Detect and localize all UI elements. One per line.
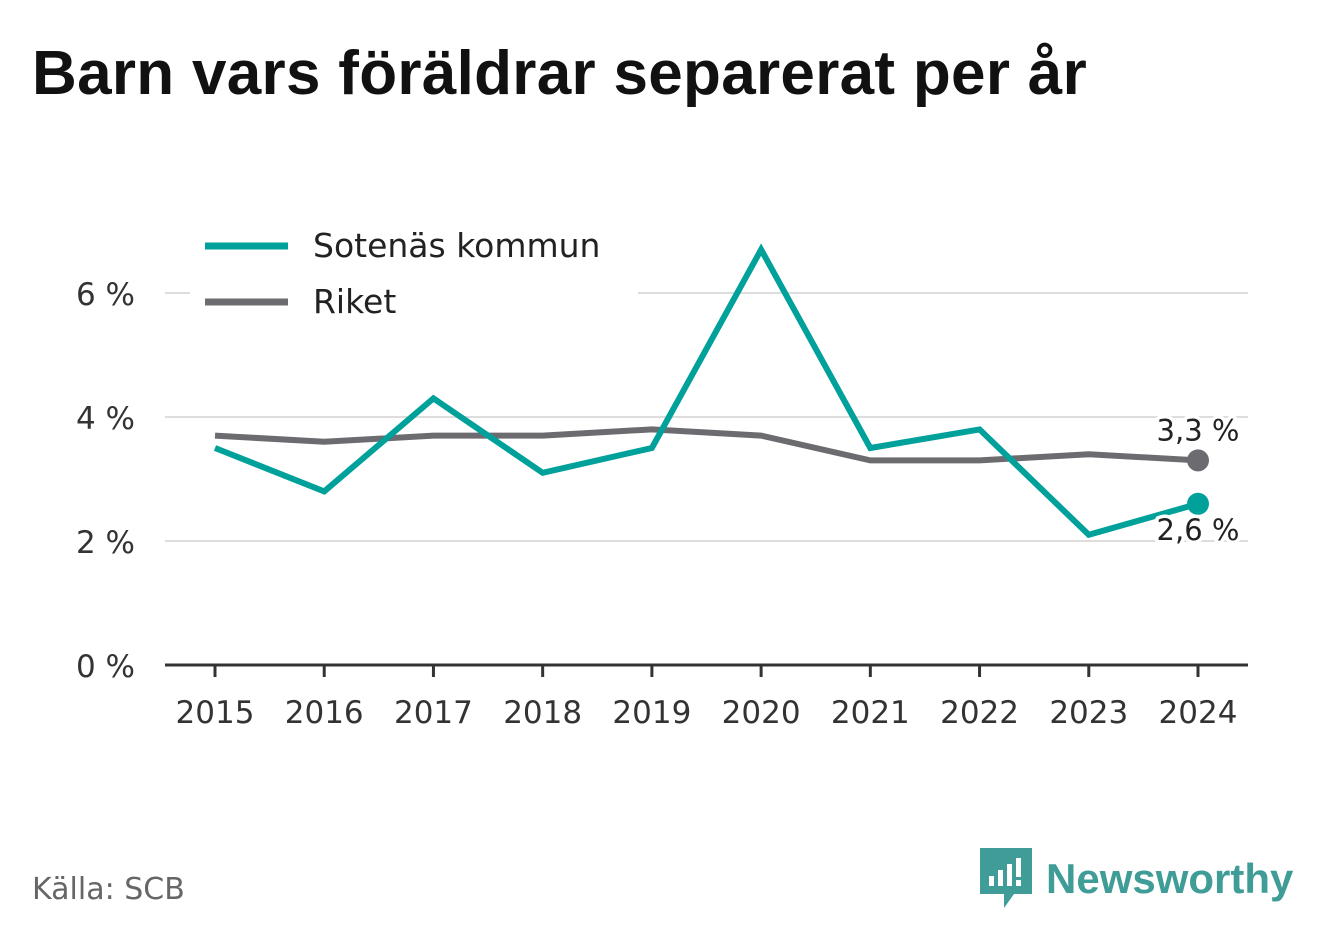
x-tick-label: 2023 — [1049, 695, 1128, 731]
x-axis: 2015 2016 2017 2018 2019 2020 2021 2022 2023 2024 — [165, 663, 1248, 731]
line-chart: 0 % 2 % 4 % 6 % 2015 2016 2017 2018 2019 2020 202… — [75, 216, 1248, 731]
series-line — [214, 426, 1199, 464]
x-tick-label: 2022 — [940, 695, 1019, 731]
x-tick-label: 2018 — [503, 695, 582, 731]
y-tick-label: 6 % — [76, 277, 135, 313]
end-labels: 2,6 % 3,3 % — [1153, 410, 1243, 550]
series-line — [213, 243, 1199, 539]
end-label: 2,6 % — [1157, 513, 1240, 547]
brand-name: Newsworthy — [1046, 855, 1294, 902]
y-tick-label: 4 % — [76, 401, 135, 437]
legend-label: Sotenäs kommun — [313, 226, 600, 265]
legend-label: Riket — [313, 282, 396, 321]
end-marker — [1187, 449, 1209, 472]
end-label: 3,3 % — [1157, 413, 1240, 447]
y-tick-label: 2 % — [76, 525, 135, 561]
legend: Sotenäs kommun Riket — [190, 216, 638, 326]
x-tick-label: 2024 — [1159, 695, 1238, 731]
x-tick-label: 2021 — [831, 695, 910, 731]
chart-title: Barn vars föräldrar separerat per år — [32, 39, 1087, 108]
x-tick-label: 2019 — [612, 695, 691, 731]
legend-background — [190, 216, 638, 326]
x-tick-label: 2016 — [285, 695, 364, 731]
y-axis-ticks: 0 % 2 % 4 % 6 % — [76, 277, 135, 685]
x-tick-label: 2017 — [394, 695, 473, 731]
gridlines — [165, 292, 1248, 542]
x-tick-label: 2015 — [176, 695, 255, 731]
end-marker — [1187, 492, 1209, 515]
source-note: Källa: SCB — [32, 872, 185, 907]
x-tick-label: 2020 — [722, 695, 801, 731]
newsworthy-logo-icon — [980, 848, 1032, 908]
series-lines — [213, 243, 1199, 539]
brand-logo[interactable]: Newsworthy — [980, 848, 1293, 910]
y-tick-label: 0 % — [76, 649, 135, 685]
